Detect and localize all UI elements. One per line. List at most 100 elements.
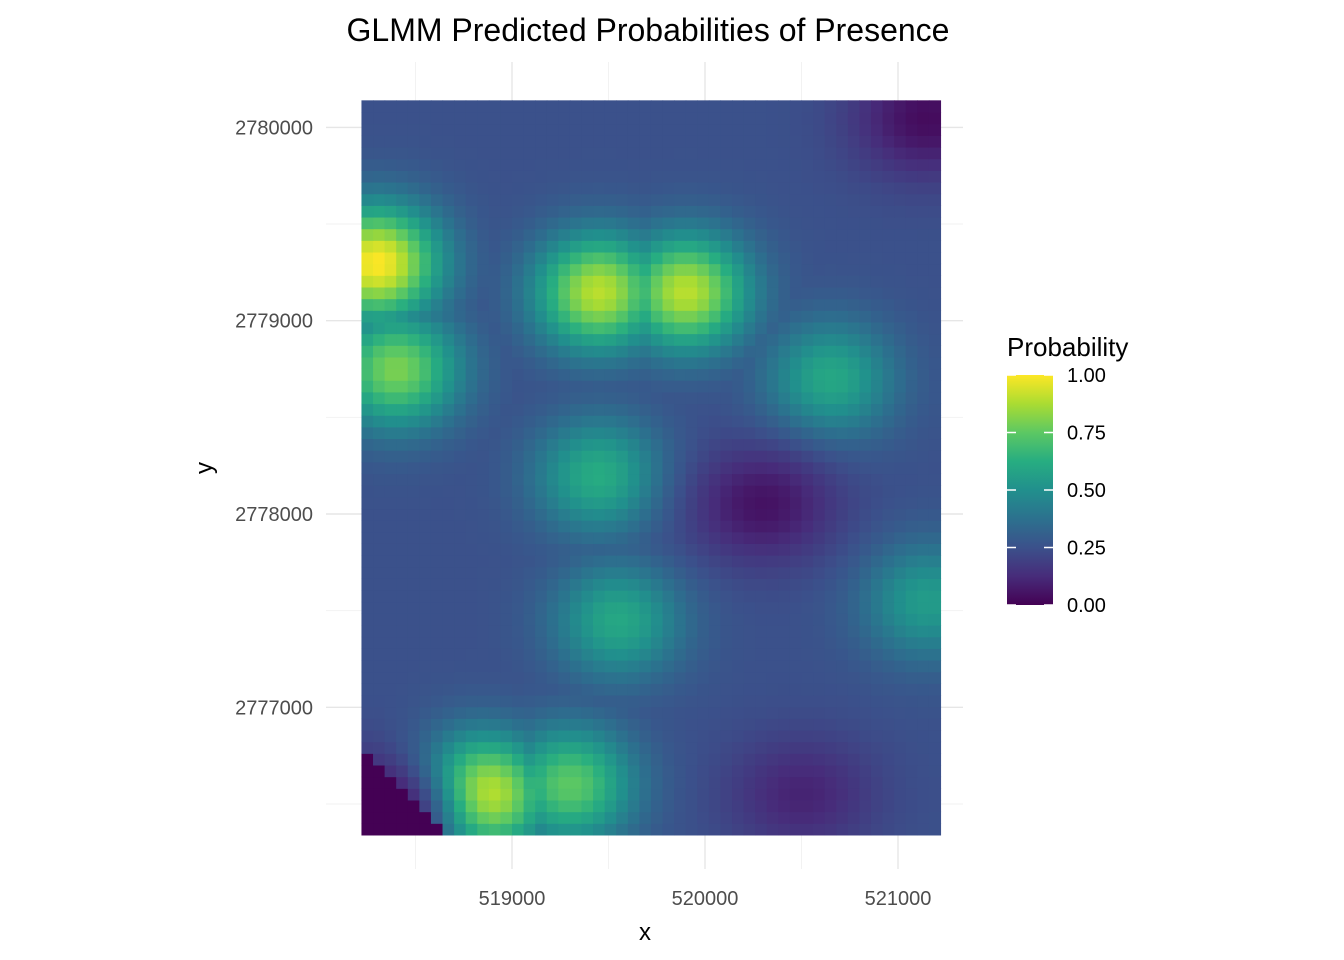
heatmap-tile [720,356,733,370]
heatmap-tile [894,310,907,323]
heatmap-tile [894,543,907,556]
heatmap-tile [928,368,942,381]
heatmap-tile [905,811,918,824]
heatmap-tile [847,461,860,475]
heatmap-tile [639,321,652,335]
heatmap-tile [546,310,559,323]
heatmap-tile [847,450,860,463]
heatmap-tile [512,193,525,206]
heatmap-tile [442,764,455,778]
heatmap-tile [396,205,409,218]
heatmap-tile [593,240,606,253]
heatmap-tile [419,543,432,556]
heatmap-tile [569,263,583,276]
heatmap-tile [442,112,455,125]
heatmap-tile [894,566,907,579]
heatmap-tile [430,438,444,451]
heatmap-tile [627,380,640,393]
heatmap-tile [685,123,698,136]
heatmap-tile [778,496,791,510]
heatmap-tile [708,823,722,836]
heatmap-tile [650,741,664,754]
heatmap-tile [847,135,860,148]
heatmap-tile [396,694,409,708]
heatmap-tile [535,788,548,801]
heatmap-tile [894,776,907,789]
heatmap-tile [465,473,478,486]
heatmap-tile [627,321,640,335]
heatmap-tile [917,146,930,160]
heatmap-tile [373,123,386,136]
heatmap-tile [720,776,733,789]
heatmap-tile [674,181,687,195]
heatmap-tile [396,671,409,684]
heatmap-tile [627,310,640,323]
heatmap-tile [905,112,918,125]
heatmap-tile [419,205,432,218]
heatmap-tile [593,298,606,311]
heatmap-tile [639,228,652,241]
heatmap-tile [361,100,374,113]
heatmap-tile [454,764,467,778]
heatmap-tile [546,112,559,125]
heatmap-tile [662,333,675,346]
heatmap-tile [928,146,942,160]
heatmap-tile [662,683,675,696]
heatmap-tile [778,345,791,358]
heatmap-tile [720,438,733,451]
heatmap-tile [384,671,397,684]
heatmap-tile [373,590,386,603]
heatmap-tile [789,181,803,195]
heatmap-tile [535,356,548,370]
heatmap-tile [627,450,640,463]
heatmap-tile [512,321,525,335]
heatmap-tile [801,461,814,475]
heatmap-tile [766,601,779,614]
heatmap-tile [581,485,594,498]
heatmap-tile [488,251,502,265]
heatmap-tile [396,123,409,136]
heatmap-tile [894,158,907,171]
heatmap-tile [650,380,664,393]
heatmap-tile [523,286,536,300]
heatmap-tile [419,100,432,113]
heatmap-tile [535,753,548,766]
heatmap-tile [766,333,779,346]
heatmap-tile [836,321,849,335]
heatmap-tile [569,636,583,649]
heatmap-tile [616,613,629,626]
heatmap-tile [616,718,629,731]
heatmap-tile [373,799,386,813]
heatmap-tile [766,310,779,323]
heatmap-tile [708,415,722,428]
heatmap-tile [569,706,583,719]
heatmap-tile [928,461,942,475]
heatmap-tile [847,508,860,521]
heatmap-tile [407,601,420,614]
heatmap-tile [882,333,895,346]
heatmap-tile [488,590,502,603]
heatmap-tile [396,380,409,393]
heatmap-tile [905,403,918,416]
heatmap-tile [685,543,698,556]
heatmap-tile [627,823,640,836]
heatmap-tile [766,764,779,778]
heatmap-tile [593,520,606,533]
heatmap-tile [917,566,930,579]
heatmap-tile [917,123,930,136]
heatmap-tile [535,123,548,136]
heatmap-tile [801,625,814,638]
heatmap-tile [708,170,722,183]
heatmap-tile [836,158,849,171]
heatmap-tile [755,345,768,358]
heatmap-tile [905,485,918,498]
heatmap-tile [813,146,826,160]
heatmap-tile [569,310,583,323]
heatmap-tile [558,764,571,778]
heatmap-tile [674,321,687,335]
heatmap-tile [558,508,571,521]
heatmap-tile [419,158,432,171]
heatmap-tile [569,764,583,778]
heatmap-tile [373,368,386,381]
heatmap-tile [454,228,467,241]
